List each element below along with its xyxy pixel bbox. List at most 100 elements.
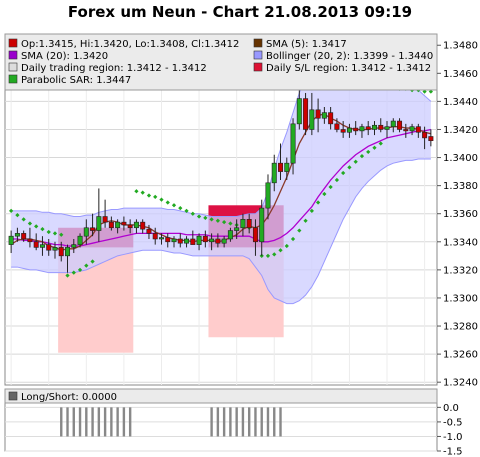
candle-body bbox=[271, 162, 277, 184]
candle-body bbox=[102, 216, 108, 223]
signal-bar bbox=[273, 407, 276, 437]
sar-point bbox=[40, 227, 45, 232]
sar-point bbox=[52, 231, 58, 236]
candle-body bbox=[33, 241, 39, 248]
signal-tick-label: -1.5 bbox=[443, 447, 463, 457]
candle-body bbox=[259, 207, 265, 243]
candle-body bbox=[428, 136, 434, 142]
signal-tick-label: -0.5 bbox=[443, 417, 463, 428]
candle-body bbox=[121, 221, 127, 226]
candle-body bbox=[371, 124, 377, 130]
sar-point bbox=[278, 248, 283, 253]
candle-body bbox=[321, 112, 327, 119]
signal-bar bbox=[85, 407, 88, 437]
legend-swatch bbox=[8, 62, 18, 72]
candle-body bbox=[328, 112, 334, 125]
candle-body bbox=[83, 227, 89, 237]
candle-body bbox=[171, 238, 177, 243]
candle-body bbox=[52, 247, 58, 251]
candle-body bbox=[202, 235, 208, 243]
sar-point bbox=[146, 193, 152, 198]
legend-label: Parabolic SAR: 1.3447 bbox=[21, 75, 131, 86]
sar-point bbox=[228, 221, 233, 226]
price-tick-label: 1.3300 bbox=[443, 293, 478, 304]
candle-body bbox=[303, 98, 309, 130]
candle-body bbox=[108, 221, 114, 229]
signal-bar bbox=[247, 407, 251, 437]
candle-body bbox=[221, 238, 227, 244]
signal-bar bbox=[241, 407, 245, 437]
signal-bar bbox=[110, 407, 113, 437]
candle-body bbox=[46, 244, 52, 251]
candles bbox=[8, 87, 434, 273]
legend-swatch bbox=[253, 50, 263, 60]
sar-point bbox=[27, 221, 33, 226]
sar-point bbox=[284, 243, 289, 249]
sar-point bbox=[140, 190, 145, 195]
signal-bar bbox=[222, 407, 226, 437]
price-tick-label: 1.3460 bbox=[443, 69, 478, 80]
candle-body bbox=[77, 235, 83, 245]
candle-body bbox=[353, 127, 359, 132]
legend-swatch bbox=[8, 74, 18, 84]
price-y-axis: 1.3480 1.3460 1.3440 1.3420 1.3400 1.3380 1.33… bbox=[437, 41, 478, 389]
signal-tick-label: -1.0 bbox=[443, 432, 463, 443]
signal-bar bbox=[254, 407, 257, 437]
candle-body bbox=[234, 227, 240, 231]
candle-body bbox=[346, 127, 352, 133]
signal-bar bbox=[91, 407, 94, 437]
sar-point bbox=[34, 224, 39, 229]
price-legend-box bbox=[4, 33, 438, 91]
price-legend: Op:1.3415, Hi:1.3420, Lo:1.3408, Cl:1.34… bbox=[8, 38, 433, 86]
candle-body bbox=[415, 126, 421, 133]
legend-label: Daily S/L region: 1.3412 - 1.3412 bbox=[266, 63, 431, 74]
candle-body bbox=[340, 129, 346, 133]
candle-body bbox=[196, 235, 202, 245]
legend-swatch bbox=[253, 62, 263, 72]
signal-bar bbox=[60, 407, 63, 437]
legend-label: Daily trading region: 1.3412 - 1.3412 bbox=[21, 63, 207, 74]
legend-label: SMA (5): 1.3417 bbox=[266, 39, 347, 50]
sar-point bbox=[359, 154, 365, 159]
candle-body bbox=[190, 238, 196, 245]
candle-body bbox=[309, 109, 315, 130]
sar-point bbox=[165, 200, 170, 205]
price-tick-label: 1.3260 bbox=[443, 350, 478, 361]
price-tick-label: 1.3280 bbox=[443, 322, 478, 333]
bollinger-fill bbox=[11, 64, 431, 304]
signal-bar bbox=[279, 407, 282, 437]
sar-point bbox=[190, 211, 195, 216]
price-tick-label: 1.3360 bbox=[443, 209, 478, 220]
price-tick-label: 1.3480 bbox=[443, 41, 478, 52]
price-tick-label: 1.3380 bbox=[443, 181, 478, 192]
candle-body bbox=[403, 129, 409, 132]
legend-swatch bbox=[8, 50, 18, 60]
signal-bar bbox=[235, 407, 238, 437]
sar-point bbox=[290, 236, 296, 242]
signal-legend-swatch bbox=[8, 391, 18, 401]
sar-point bbox=[297, 228, 302, 233]
candle-body bbox=[165, 237, 171, 243]
legend-swatch bbox=[8, 38, 18, 48]
signal-tick-label: 0.0 bbox=[443, 403, 459, 414]
signal-bar bbox=[122, 407, 126, 437]
sar-point bbox=[159, 197, 164, 202]
candle-body bbox=[384, 126, 390, 130]
signal-bar bbox=[72, 407, 75, 437]
sar-point bbox=[184, 208, 189, 214]
price-tick-label: 1.3400 bbox=[443, 153, 478, 164]
candle-body bbox=[390, 120, 396, 127]
candle-body bbox=[152, 233, 158, 240]
sar-point bbox=[309, 208, 314, 214]
sar-point bbox=[46, 229, 51, 235]
candle-body bbox=[8, 235, 14, 245]
sar-point bbox=[378, 141, 383, 146]
sar-point bbox=[303, 218, 308, 223]
sar-point bbox=[265, 253, 271, 258]
sar-point bbox=[153, 194, 158, 199]
candle-body bbox=[58, 247, 64, 257]
candle-body bbox=[39, 244, 45, 248]
candle-body bbox=[296, 98, 302, 125]
legend-label: Op:1.3415, Hi:1.3420, Lo:1.3408, Cl:1.34… bbox=[21, 39, 239, 50]
